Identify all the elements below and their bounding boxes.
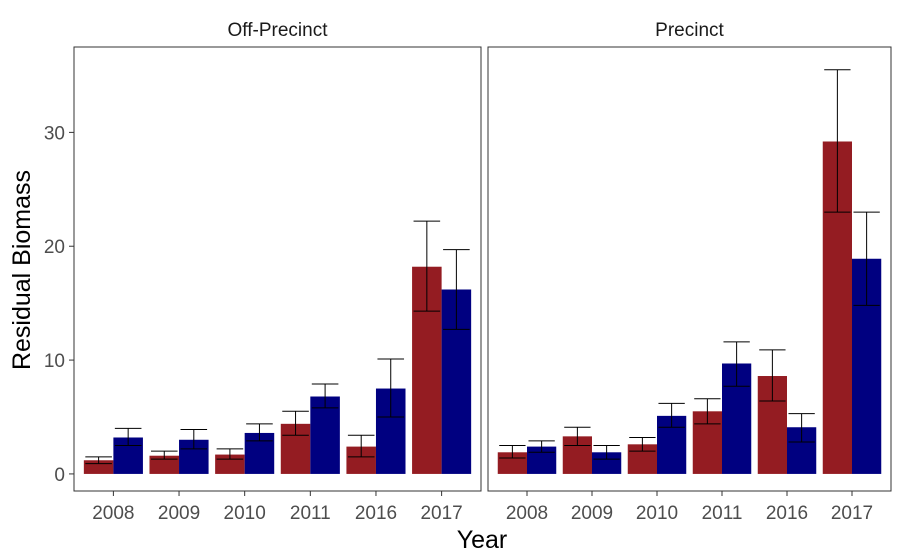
y-tick-label: 10 xyxy=(44,351,65,372)
x-tick-label: 2008 xyxy=(92,503,134,524)
y-tick-label: 30 xyxy=(44,123,65,144)
x-tick-label: 2009 xyxy=(571,503,613,524)
panel-border xyxy=(73,46,482,492)
x-axis-title: Year xyxy=(457,526,508,554)
x-tick-label: 2010 xyxy=(636,503,678,524)
x-tick-label: 2008 xyxy=(506,503,548,524)
facet-title: Off-Precinct xyxy=(228,20,329,41)
facet-title: Precinct xyxy=(655,20,724,41)
x-tick-label: 2017 xyxy=(420,503,462,524)
bar xyxy=(310,396,340,474)
y-tick-label: 20 xyxy=(44,237,65,258)
y-axis-title: Residual Biomass xyxy=(8,170,36,370)
x-tick-label: 2017 xyxy=(831,503,873,524)
bar xyxy=(592,452,622,474)
x-tick-label: 2009 xyxy=(158,503,200,524)
y-tick-label: 0 xyxy=(54,465,65,486)
x-tick-label: 2011 xyxy=(290,503,331,524)
x-tick-label: 2016 xyxy=(355,503,397,524)
bar xyxy=(149,455,180,474)
x-tick-label: 2011 xyxy=(702,503,743,524)
panel-border xyxy=(487,46,892,492)
x-tick-label: 2010 xyxy=(224,503,266,524)
x-tick-label: 2016 xyxy=(766,503,808,524)
